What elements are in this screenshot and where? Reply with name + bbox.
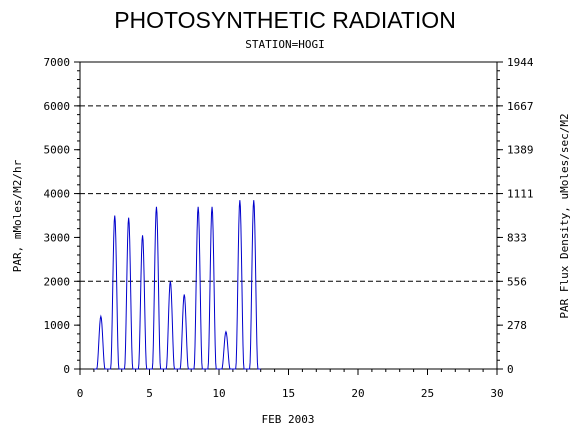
chart-title: PHOTOSYNTHETIC RADIATION [114,7,456,33]
y-tick-label-left: 4000 [44,188,71,201]
y-tick-label-right: 278 [507,319,527,332]
y-tick-label-left: 2000 [44,275,71,288]
y-tick-label-left: 0 [63,363,70,376]
x-tick-label: 15 [282,387,295,400]
y-tick-label-right: 1389 [507,144,534,157]
y-tick-label-right: 1944 [507,56,534,69]
y-tick-label-right: 833 [507,231,527,244]
y-tick-label-left: 1000 [44,319,71,332]
series-layer [93,200,261,370]
y-axis-right-label: PAR Flux Density, uMoles/sec/M2 [558,113,570,318]
y-tick-label-right: 556 [507,275,527,288]
y-tick-label-left: 7000 [44,56,71,69]
right-axis: 0 278 556 833 1111 1389 1667 1944 [497,56,534,376]
x-tick-label: 5 [146,387,153,400]
y-tick-label-right: 1111 [507,188,534,201]
plot-frame [79,61,498,370]
y-axis-left-label: PAR, mMoles/M2/hr [11,159,24,272]
x-axis-label: FEB 2003 [262,413,315,426]
grid-lines [80,105,497,282]
y-tick-label-right: 0 [507,363,514,376]
left-axis: 0 1000 2000 3000 4000 5000 6000 7000 [44,56,80,376]
y-tick-label-left: 5000 [44,144,71,157]
series-line [93,200,261,370]
y-tick-label-right: 1667 [507,100,534,113]
x-axis: 0 5 10 15 20 25 30 [77,369,504,400]
y-tick-label-left: 6000 [44,100,71,113]
x-tick-label: 10 [212,387,225,400]
y-tick-label-left: 3000 [44,231,71,244]
chart-subtitle: STATION=HOGI [245,38,324,51]
x-tick-label: 0 [77,387,84,400]
x-tick-label: 25 [421,387,434,400]
x-tick-label: 20 [351,387,364,400]
x-tick-label: 30 [490,387,503,400]
